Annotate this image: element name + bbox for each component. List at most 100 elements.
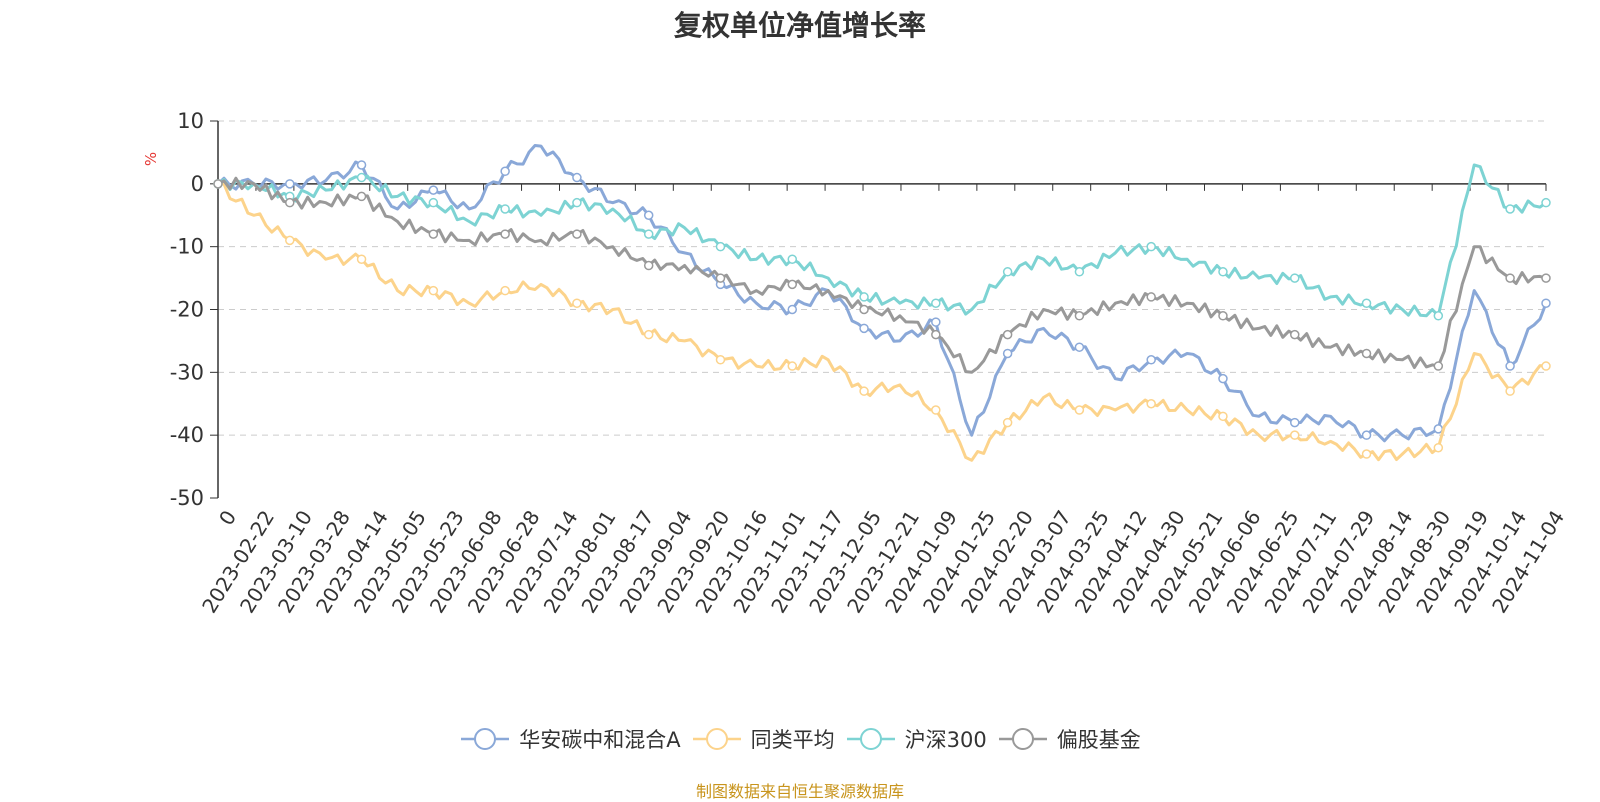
data-point xyxy=(356,160,367,170)
data-point xyxy=(1541,197,1551,208)
data-point xyxy=(285,235,295,246)
data-point xyxy=(1002,348,1013,359)
data-point xyxy=(1541,298,1551,308)
data-point xyxy=(572,172,582,183)
data-point xyxy=(1541,273,1551,283)
legend-item[interactable]: 同类平均 xyxy=(691,724,835,754)
data-point xyxy=(1541,361,1551,371)
data-point xyxy=(1146,241,1156,252)
data-point xyxy=(428,229,439,239)
data-point xyxy=(1146,292,1156,302)
legend-label: 沪深300 xyxy=(904,728,987,752)
y-tick-label: -30 xyxy=(170,360,204,384)
data-point xyxy=(643,260,654,271)
data-point xyxy=(1218,373,1228,384)
data-point xyxy=(931,329,941,340)
data-point xyxy=(787,304,798,315)
data-point xyxy=(1433,311,1444,321)
data-point xyxy=(643,329,654,340)
y-tick-label: -20 xyxy=(170,298,204,322)
data-point xyxy=(1433,361,1444,371)
legend-item[interactable]: 偏股基金 xyxy=(997,724,1141,754)
legend-marker-icon xyxy=(692,728,741,750)
data-point xyxy=(859,292,869,302)
data-point xyxy=(1002,417,1013,428)
data-point xyxy=(643,229,654,239)
y-tick-label: 10 xyxy=(177,109,204,133)
legend-item[interactable]: 华安碳中和混合A xyxy=(459,724,681,754)
data-point xyxy=(500,166,510,177)
data-point xyxy=(572,229,582,239)
data-point xyxy=(859,323,869,334)
data-point xyxy=(1433,442,1444,453)
data-point xyxy=(1290,329,1300,340)
data-point xyxy=(1146,399,1156,409)
legend-label: 偏股基金 xyxy=(1056,728,1141,752)
data-point xyxy=(715,355,726,365)
legend-marker-icon xyxy=(846,728,895,750)
grid-layer xyxy=(218,120,1546,436)
data-point xyxy=(1218,311,1228,321)
y-tick-label: 0 xyxy=(191,172,204,196)
data-point xyxy=(859,304,869,315)
data-point xyxy=(1361,430,1372,440)
y-tick-label: -40 xyxy=(170,423,204,447)
y-tick-label: -50 xyxy=(170,486,204,510)
data-point xyxy=(1218,411,1228,422)
data-point xyxy=(1074,405,1085,415)
chart-title: 复权单位净值增长率 xyxy=(673,9,926,42)
data-point xyxy=(356,172,367,183)
data-point xyxy=(285,197,295,208)
data-point xyxy=(572,298,582,308)
legend-label: 同类平均 xyxy=(750,728,835,752)
data-point xyxy=(787,361,798,371)
data-point xyxy=(1002,329,1013,340)
data-point xyxy=(1290,417,1300,428)
data-point xyxy=(356,254,367,264)
legend-item[interactable]: 沪深300 xyxy=(845,724,987,754)
data-point xyxy=(715,273,726,283)
data-point xyxy=(931,405,941,415)
legend: 华安碳中和混合A 同类平均 沪深300 偏股基金 xyxy=(0,724,1600,756)
data-point xyxy=(428,185,439,195)
data-point xyxy=(787,254,798,264)
data-point xyxy=(1218,267,1228,277)
data-point xyxy=(1433,424,1444,434)
x-tick-label: 0 xyxy=(214,506,241,530)
data-point xyxy=(1290,430,1300,440)
data-point xyxy=(931,298,941,308)
data-point xyxy=(1505,386,1515,396)
data-point xyxy=(428,285,439,296)
y-tick-label: -10 xyxy=(170,235,204,259)
data-point xyxy=(356,191,367,202)
data-point xyxy=(1505,204,1515,214)
data-point xyxy=(859,386,869,396)
data-point xyxy=(428,197,439,208)
data-point xyxy=(715,241,726,252)
data-point xyxy=(1361,298,1372,308)
data-point xyxy=(1002,267,1013,277)
series-line xyxy=(217,176,1547,374)
legend-marker-icon xyxy=(461,728,510,750)
data-point xyxy=(1074,267,1085,277)
legend-marker-icon xyxy=(998,728,1047,750)
data-point xyxy=(213,179,223,189)
data-point xyxy=(1505,273,1515,283)
line-chart: 100-10-20-30-40-5002023-02-222023-03-102… xyxy=(170,109,1569,617)
series-layer xyxy=(213,144,1551,462)
legend-label: 华安碳中和混合A xyxy=(519,728,681,752)
data-point xyxy=(643,210,654,220)
data-point xyxy=(1074,311,1085,321)
data-point xyxy=(1290,273,1300,283)
data-point xyxy=(500,204,510,214)
data-point xyxy=(931,317,941,327)
series-line xyxy=(217,182,1547,462)
source-note: 制图数据来自恒生聚源数据库 xyxy=(695,782,904,801)
data-point xyxy=(500,229,510,239)
data-point xyxy=(1505,361,1515,371)
data-point xyxy=(1146,355,1156,365)
data-point xyxy=(1361,348,1372,359)
data-point xyxy=(1074,342,1085,352)
data-point xyxy=(285,179,295,189)
data-point xyxy=(787,279,798,290)
